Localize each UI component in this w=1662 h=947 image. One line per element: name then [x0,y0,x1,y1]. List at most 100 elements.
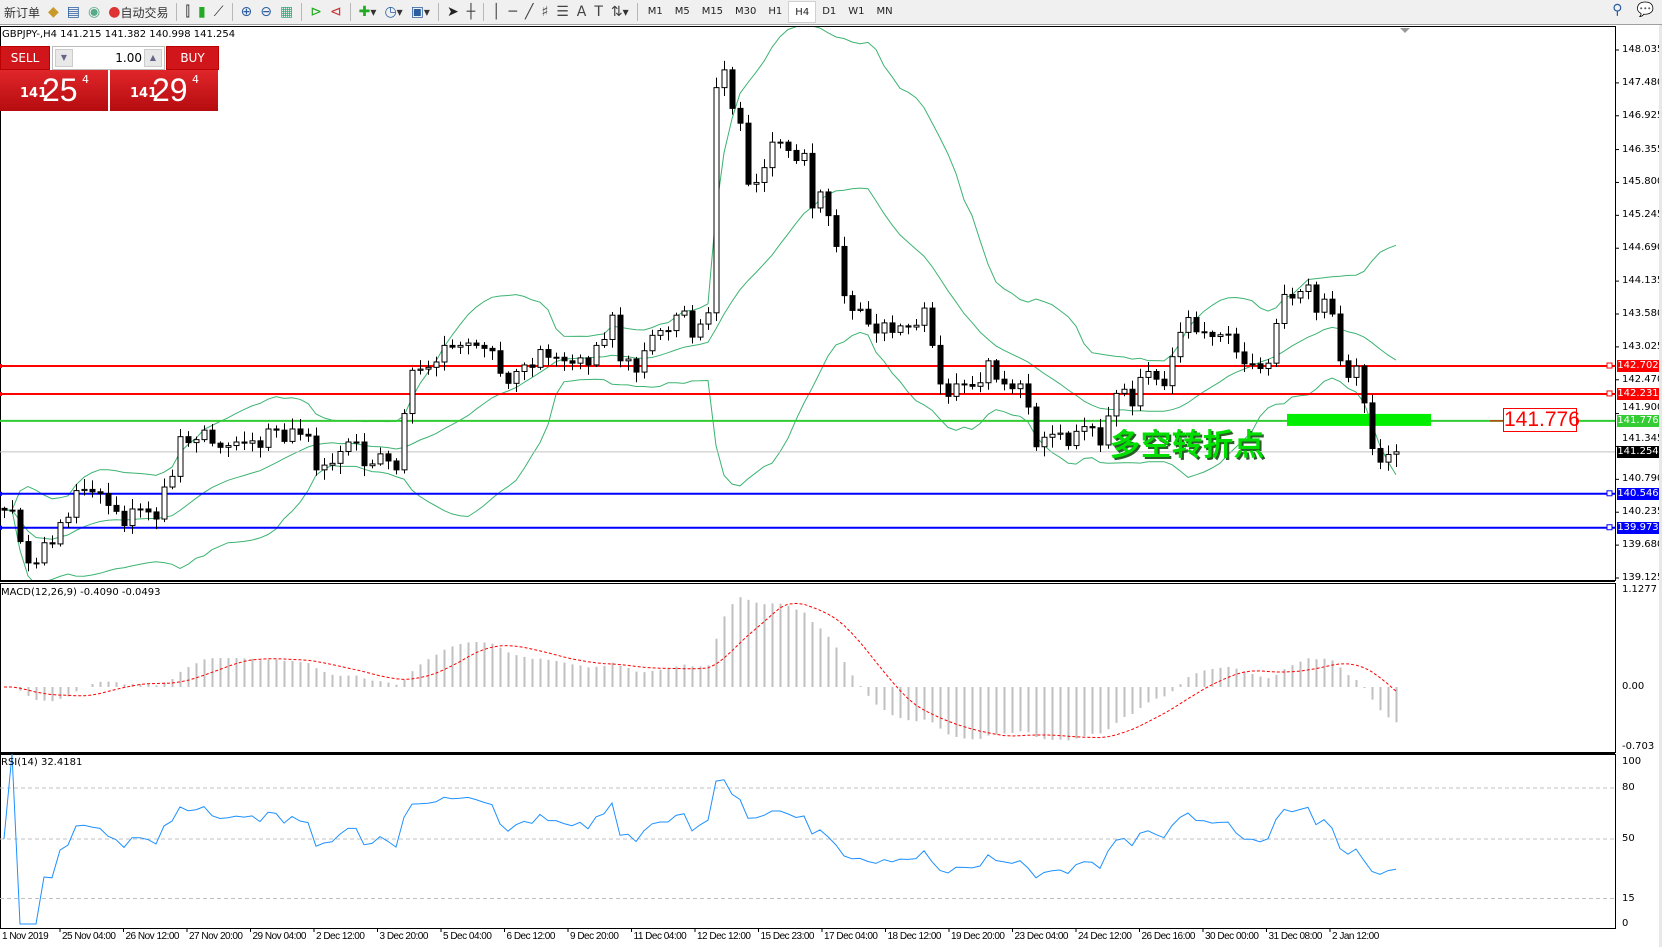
candle-body [337,450,344,464]
candle [1209,330,1216,346]
candle [409,367,416,424]
cursor-icon[interactable]: ➤ [446,4,459,20]
candle-body [1217,334,1224,338]
lot-size-stepper[interactable]: ▼ 1.00 ▲ [52,46,165,70]
line-chart-icon[interactable]: ⟋ [213,4,224,20]
lot-size-input[interactable]: 1.00 [115,51,142,65]
signals-icon[interactable]: ◉ [88,4,101,20]
candle-body [441,344,448,363]
candle-body [241,441,248,444]
vertical-line-icon[interactable]: │ [492,4,501,20]
candle-body [65,516,72,524]
sell-price-big-figure: 141 [20,86,48,101]
candle [249,432,256,452]
timeframe-m15[interactable]: M15 [701,5,724,17]
candle-body [681,310,688,316]
buy-button[interactable]: BUY [166,46,219,70]
timeframe-h4[interactable]: H4 [788,1,817,23]
candle [209,423,216,447]
candle-body [1081,426,1088,432]
candle-body [721,69,728,89]
candle-body [729,69,736,109]
candle [433,356,440,377]
candle-body [929,307,936,346]
lot-increase-button[interactable]: ▲ [144,49,162,67]
candle [865,301,872,327]
new-order-button[interactable]: 新订单 [0,2,44,22]
zoom-in-icon[interactable]: ⊕ [240,4,253,20]
candle [881,319,888,342]
sell-button[interactable]: SELL [0,46,50,70]
text-label-icon[interactable]: T [594,4,603,20]
text-icon[interactable]: A [576,4,587,20]
sell-price[interactable]: 141 25 4 [0,70,108,111]
add-indicator-icon[interactable]: ✚ ▾ [358,4,377,20]
timeframe-m5[interactable]: M5 [674,5,690,17]
candle [193,436,200,453]
candle [377,447,384,466]
arrows-icon[interactable]: ⇅ ▾ [610,4,629,20]
candle [129,498,136,534]
fibo-fan-icon[interactable]: ☰ [556,4,569,20]
tile-windows-icon[interactable]: ▦ [279,4,294,20]
autoscroll-icon[interactable]: ⊲ [329,4,342,20]
periods-icon[interactable]: ◷ ▾ [384,4,403,20]
candle-body [81,488,88,492]
bid-price-tag: 141.254 [1617,445,1659,458]
chat-icon[interactable]: 💬 [1636,2,1654,18]
candle [625,355,632,371]
bar-chart-icon[interactable]: ⫿ [185,4,190,20]
chart-shift-icon[interactable]: ⊳ [310,4,322,20]
auto-trading-button[interactable]: ● 自动交易 [108,4,169,20]
candle [753,173,760,193]
candle [849,290,856,320]
timeframe-h1[interactable]: H1 [768,5,783,17]
timeframe-d1[interactable]: D1 [822,5,837,17]
candle-body [41,542,48,564]
rsi-line [3,753,1397,925]
candle-body [569,360,576,364]
candle-body [705,312,712,325]
line-anchor [0,364,2,369]
candle [521,362,528,381]
search-icon[interactable]: ⚲ [1612,2,1623,18]
candle-body [905,325,912,328]
candle [137,503,144,518]
candle-body [49,542,56,545]
candle [481,342,488,358]
timeframe-m30[interactable]: M30 [735,5,757,17]
trendline-icon[interactable]: ╱ [525,4,534,20]
fibonacci-icon[interactable]: ♯ [541,4,549,20]
candlestick-icon[interactable]: ▮ [197,4,206,20]
zoom-out-icon[interactable]: ⊖ [260,4,272,20]
candle-body [1305,284,1312,292]
timeframe-mn[interactable]: MN [876,5,893,17]
rsi-tick-label: 15 [1622,892,1635,904]
annotation-price-label[interactable]: 141.776 [1503,408,1580,432]
candle [1217,332,1224,342]
candle [1153,368,1160,386]
buy-price[interactable]: 141 29 4 [110,70,218,111]
candle [201,425,208,443]
candle-body [817,191,824,209]
candle-body [425,366,432,370]
timeframe-w1[interactable]: W1 [848,5,865,17]
experts-icon[interactable]: ◆ [48,4,59,20]
candle [281,423,288,444]
candle-body [1201,331,1208,334]
candle [425,360,432,375]
candle-body [201,429,208,441]
candle-body [1025,383,1032,408]
bollinger-bands [4,27,1397,580]
crosshair-icon[interactable]: ┼ [466,4,476,20]
candle-body [777,141,784,144]
templates-icon[interactable]: ▣ ▾ [410,4,430,20]
annotation-text[interactable]: 多空转折点 [1110,428,1265,463]
navigator-icon[interactable]: ▤ [66,4,81,20]
timeframe-m1[interactable]: M1 [647,5,663,17]
lot-decrease-button[interactable]: ▼ [55,49,73,67]
time-tick-label: 31 Dec 08:00 [1268,931,1323,942]
candle [593,341,600,367]
horizontal-line-icon[interactable]: ─ [508,4,517,20]
